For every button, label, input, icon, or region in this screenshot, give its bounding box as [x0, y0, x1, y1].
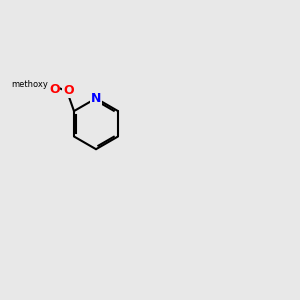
Text: O: O: [49, 82, 60, 96]
Text: O: O: [63, 84, 74, 97]
Text: methoxy: methoxy: [12, 80, 49, 89]
Text: N: N: [91, 92, 101, 105]
